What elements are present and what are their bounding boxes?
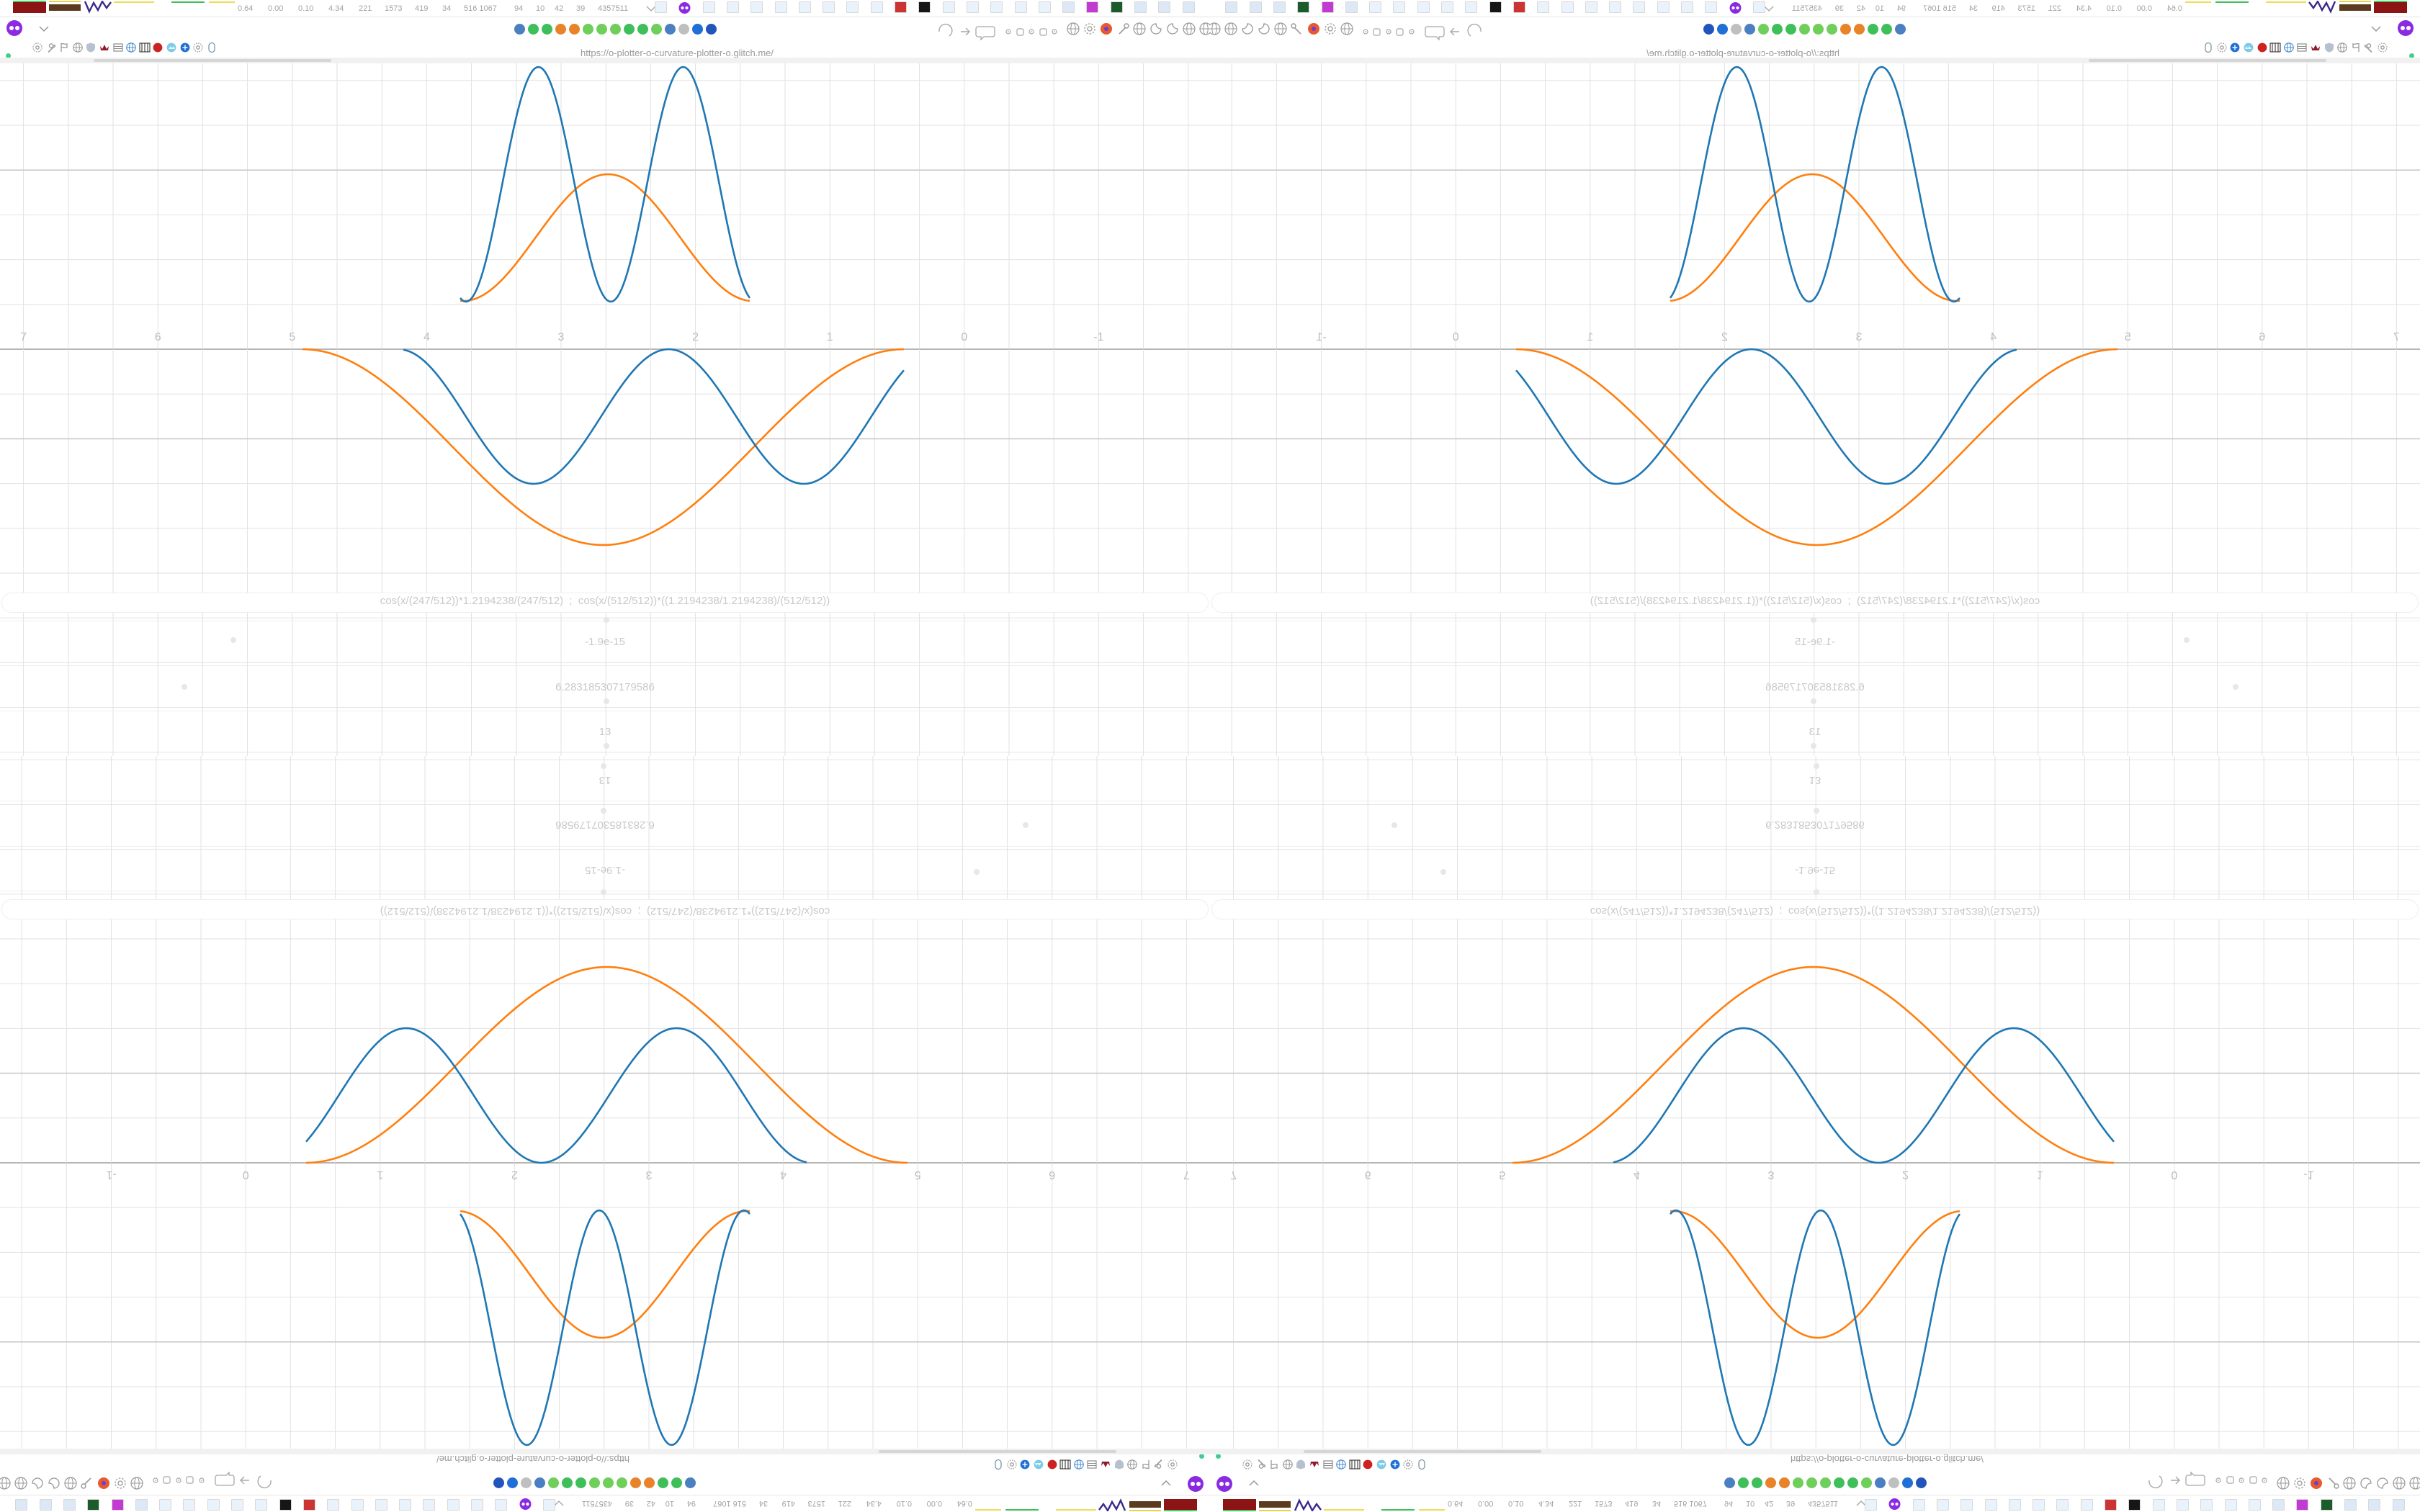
svg-text:6: 6 [1049,1169,1055,1181]
svg-text:5: 5 [2125,331,2131,343]
svg-text:5: 5 [915,1169,921,1181]
svg-text:1: 1 [827,331,833,343]
svg-text:1: 1 [2037,1169,2043,1181]
svg-text:5: 5 [289,331,295,343]
svg-text:1: 1 [1587,331,1593,343]
svg-text:0: 0 [2171,1169,2177,1181]
svg-text:0: 0 [1453,331,1459,343]
svg-text:7: 7 [1230,1169,1237,1181]
svg-text:3: 3 [558,331,565,343]
svg-text:2: 2 [1721,331,1728,343]
svg-text:2: 2 [1902,1169,1909,1181]
svg-text:7: 7 [2393,331,2400,343]
svg-text:6: 6 [1365,1169,1371,1181]
svg-text:6: 6 [155,331,161,343]
svg-text:7: 7 [1183,1169,1190,1181]
svg-text:3: 3 [1768,1169,1775,1181]
svg-text:4: 4 [1990,331,1996,343]
svg-text:7: 7 [20,331,27,343]
svg-text:-1: -1 [106,1169,116,1181]
svg-text:4: 4 [1634,1169,1640,1181]
svg-text:4: 4 [780,1169,786,1181]
svg-text:-1: -1 [1093,331,1103,343]
svg-text:3: 3 [645,1169,652,1181]
svg-text:4: 4 [424,331,430,343]
svg-text:2: 2 [692,331,699,343]
svg-text:1: 1 [377,1169,383,1181]
svg-text:-1: -1 [2303,1169,2313,1181]
svg-text:3: 3 [1855,331,1862,343]
svg-text:5: 5 [1499,1169,1505,1181]
svg-text:6: 6 [2259,331,2265,343]
svg-text:-1: -1 [1316,331,1326,343]
svg-text:0: 0 [243,1169,249,1181]
svg-text:0: 0 [961,331,967,343]
svg-text:2: 2 [511,1169,518,1181]
